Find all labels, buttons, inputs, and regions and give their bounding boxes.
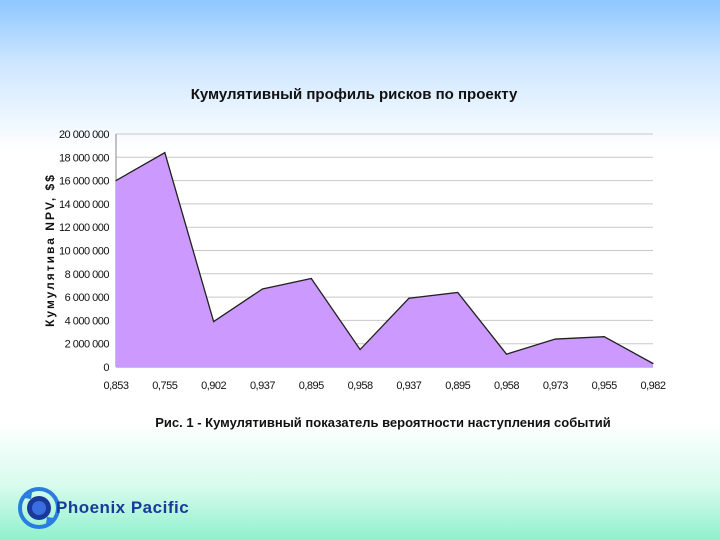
y-axis-ticks: 0 2 000 000 4 000 000 6 000 000 8 000 000 10 …	[59, 129, 110, 374]
x-tick-label: 0,895	[299, 380, 324, 392]
x-tick-label: 0,902	[201, 380, 226, 392]
data-point	[603, 336, 605, 338]
data-point	[213, 320, 215, 323]
y-tick-label: 6 000 000	[65, 292, 110, 304]
x-tick-label: 0,958	[348, 380, 373, 392]
series-line	[115, 151, 654, 365]
y-tick-label: 8 000 000	[65, 269, 110, 281]
company-logo: Phoenix Pacific	[16, 486, 189, 530]
y-tick-label: 10 000 000	[59, 246, 109, 258]
data-point	[505, 353, 508, 355]
x-tick-label: 0,955	[592, 380, 617, 392]
data-point	[554, 338, 556, 340]
data-point	[457, 291, 459, 294]
data-point	[408, 297, 410, 299]
y-tick-label: 14 000 000	[59, 199, 109, 211]
data-point	[652, 362, 654, 365]
x-axis-label: Рис. 1 - Кумулятивный показатель вероятн…	[155, 415, 610, 430]
y-tick-label: 16 000 000	[59, 176, 109, 188]
y-tick-label: 2 000 000	[65, 339, 110, 351]
x-tick-label: 0,853	[103, 380, 128, 392]
y-tick-label: 0	[103, 362, 109, 374]
x-tick-label: 0,973	[543, 380, 568, 392]
globe-arrows-icon	[18, 487, 60, 529]
area-fill	[116, 152, 653, 367]
data-point	[164, 152, 166, 154]
y-tick-label: 20 000 000	[59, 129, 109, 141]
x-tick-label: 0,937	[396, 380, 421, 392]
x-axis-ticks: 0,853 0,755 0,902 0,937 0,895 0,958 0,937 0,895…	[103, 380, 666, 392]
data-point	[310, 277, 312, 280]
logo-text: Phoenix Pacific	[56, 498, 190, 517]
chart-title: Кумулятивный профиль рисков по проекту	[191, 86, 518, 103]
x-tick-label: 0,937	[250, 380, 275, 392]
data-point	[261, 288, 264, 290]
x-tick-label: 0,755	[152, 380, 177, 392]
x-tick-label: 0,958	[494, 380, 519, 392]
plot-area	[115, 151, 654, 367]
x-tick-label: 0,895	[445, 380, 470, 392]
y-tick-label: 4 000 000	[65, 315, 110, 327]
data-point	[359, 348, 361, 351]
y-axis-label: Кумулятива NPV, $$	[43, 173, 57, 327]
data-point	[115, 180, 117, 182]
y-tick-label: 18 000 000	[59, 152, 109, 164]
y-tick-label: 12 000 000	[59, 222, 109, 234]
x-tick-label: 0,982	[640, 380, 665, 392]
